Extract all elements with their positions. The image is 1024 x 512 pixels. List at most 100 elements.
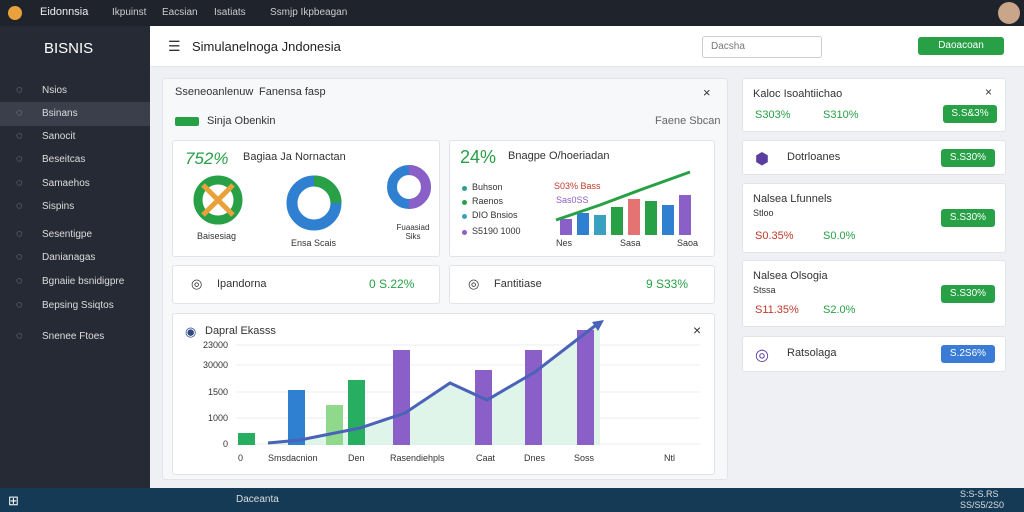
donut-label: Baisesiag	[197, 231, 237, 241]
x-tick-label: Den	[348, 453, 365, 463]
side-value: S0.0%	[823, 230, 856, 242]
header: ☰ Simulanelnoga Jndonesia Dacsha Daoacoa…	[150, 26, 1024, 67]
side-title: Nalsea Olsogia	[753, 270, 828, 282]
mini-bar	[611, 207, 623, 235]
sidebar-item[interactable]: Sanocit	[42, 131, 76, 142]
line	[267, 320, 601, 445]
start[interactable]: ⊞	[8, 493, 19, 508]
tab[interactable]: Fanensa fasp	[259, 86, 326, 98]
sidebar-item[interactable]: Samaehos	[42, 178, 90, 189]
close[interactable]: ×	[703, 85, 711, 100]
top-menu-item[interactable]: Eacsian	[162, 7, 198, 18]
x-tick-label: Dnes	[524, 453, 546, 463]
bar	[238, 433, 255, 445]
sidebar-icon: ◌	[16, 200, 23, 212]
bar	[288, 390, 305, 445]
legend-item: DIO Bnsios	[472, 210, 518, 220]
sidebar-icon: ◌	[16, 228, 23, 240]
bar	[326, 405, 343, 445]
side-card: Kaloc Isoahtiichao S303% S310% S.S&3% ×	[742, 78, 1006, 132]
mini-bar	[628, 199, 640, 235]
side-title: Nalsea Lfunnels	[753, 193, 832, 205]
card-icon: ⬢	[755, 150, 769, 168]
note: Sas0SS	[556, 195, 589, 205]
card: 24% Bnagpe O/hoeriadan Buhson Raenos DIO B…	[449, 140, 715, 257]
sidebar-item[interactable]: Bsinans	[42, 108, 78, 119]
side-value: S2.0%	[823, 304, 856, 316]
tab[interactable]: Sseneoanlenuw	[175, 86, 254, 98]
panel-subtitle: Sinja Obenkin	[207, 115, 276, 127]
search-text: Dacsha	[711, 41, 745, 52]
taskbar: ⊞ Daceanta S:S-S.RS SS/S5/2S0	[0, 488, 1024, 512]
sidebar-title: BISNIS	[44, 40, 94, 57]
task-app[interactable]: Daceanta	[236, 494, 279, 505]
mini-bar	[645, 201, 657, 235]
legend-item: Raenos	[472, 196, 504, 206]
chart-title: Dapral Ekasss	[205, 325, 276, 337]
sidebar-item[interactable]: Snenee Ftoes	[42, 331, 105, 342]
mini-x-label: Saoa	[677, 238, 699, 248]
legend-item: S5190 1000	[472, 226, 521, 236]
x-tick-label: Smsdacnion	[268, 453, 318, 463]
sidebar-icon: ◌	[16, 84, 23, 96]
legend-item: Buhson	[472, 182, 503, 192]
mini-x-label: Sasa	[620, 238, 641, 248]
side-card: Nalsea Olsogia Stssa S11.35% S2.0% S.S30%	[742, 260, 1006, 327]
sidebar-item[interactable]: Bepsing Ssiqtos	[42, 300, 114, 311]
sidebar-icon: ◌	[16, 153, 23, 165]
x-tick-label: Rasendiehpls	[390, 453, 445, 463]
x-tick-label: 0	[238, 453, 243, 463]
search-box[interactable]: Dacsha	[702, 36, 822, 58]
sidebar-item[interactable]: Sesentigpe	[42, 229, 93, 240]
x-tick-label: Caat	[476, 453, 496, 463]
donut-mark	[201, 183, 235, 217]
legend-dot	[462, 186, 467, 191]
side-button[interactable]: S.S30%	[941, 209, 995, 227]
mini-bar	[679, 195, 691, 235]
side-button[interactable]: S.S&3%	[943, 105, 997, 123]
sidebar-icon: ◌	[16, 177, 23, 189]
side-card: ◎ Ratsolaga S.2S6%	[742, 336, 1006, 372]
header-button[interactable]: Daoacoan	[918, 37, 1004, 55]
sidebar-item[interactable]: Nsios	[42, 85, 68, 96]
top-menu-item[interactable]: Ssmjp Ikpbeagan	[270, 7, 348, 18]
donut	[193, 175, 243, 225]
card: 752% Bagiaa Ja Nornactan Baisesiag Ensa …	[172, 140, 440, 257]
sidebar-active	[0, 102, 150, 126]
sidebar-item[interactable]: Sispins	[42, 201, 75, 212]
sidebar-icon: ◌	[16, 107, 23, 119]
mini-bar	[594, 215, 606, 235]
clock-time: S:S-S.RS	[960, 489, 999, 499]
side-sub: Stloo	[753, 208, 774, 218]
legend-dot	[462, 200, 467, 205]
sidebar-item[interactable]: Danianagas	[42, 252, 96, 263]
side-value: S11.35%	[755, 304, 799, 316]
top-menu-item[interactable]: Isatiats	[214, 7, 246, 18]
sidebar-item[interactable]: Bgnaiie bsnidigpre	[42, 276, 125, 287]
close[interactable]: ×	[985, 85, 993, 99]
donut-label: Ensa Scais	[291, 238, 337, 248]
note: S03% Bass	[554, 181, 601, 191]
side-button[interactable]: S.S30%	[941, 284, 995, 303]
stat-icon: ◎	[468, 276, 480, 291]
panel-link[interactable]: Faene Sbcan	[655, 115, 721, 127]
side-button[interactable]: S.S30%	[941, 148, 995, 167]
side-button[interactable]: S.2S6%	[941, 345, 995, 363]
y-tick-label: 0	[223, 439, 228, 449]
menu-icon[interactable]: ☰	[168, 38, 181, 54]
x-tick-label: Ntl	[664, 453, 675, 463]
stat: 24%	[460, 147, 497, 167]
y-tick-label: 23000	[203, 340, 228, 350]
stat: 752%	[185, 149, 229, 168]
bar	[475, 370, 492, 445]
side-sub: Stssa	[753, 285, 776, 295]
top-menu-item[interactable]: Ikpuinst	[112, 7, 147, 18]
avatar[interactable]	[998, 2, 1020, 24]
chart-icon: ◉	[185, 324, 197, 339]
stat-value: 9 S33%	[646, 277, 689, 291]
sidebar-item[interactable]: Beseitcas	[42, 154, 86, 165]
top-bar: Eidonnsia	[0, 0, 1024, 26]
close[interactable]: ×	[693, 322, 702, 338]
mini-bar	[577, 213, 589, 235]
stat-card: ◎ Ipandorna 0 S.22%	[172, 265, 440, 304]
